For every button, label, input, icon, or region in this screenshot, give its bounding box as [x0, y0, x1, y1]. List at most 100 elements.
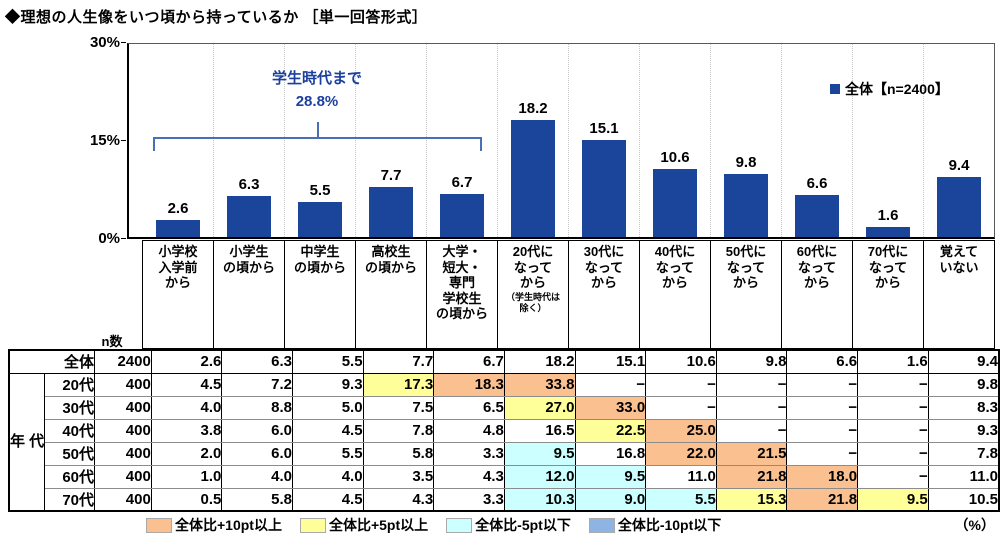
category-header-cell: 20代に なって から （学生時代は 除く） [497, 241, 568, 348]
category-label: 20代に なって から [512, 244, 554, 291]
table-cell: 6.6 [786, 349, 859, 374]
chart-column: 6.3 [213, 44, 284, 237]
table-cell: 18.2 [503, 349, 576, 374]
chart-column: 6.7 [426, 44, 497, 237]
category-label: 40代に なって から [654, 244, 696, 291]
table-row: 30代 400 4.0 8.8 5.0 7.5 6.5 27.0 33.0− − − −8.3 [9, 395, 1000, 420]
n-count-cell: 400 [94, 418, 152, 443]
table-cell: 21.8 [715, 464, 788, 489]
bar-value-label: 9.4 [948, 157, 970, 174]
table-cell: 10.5 [927, 487, 1000, 512]
bar [724, 174, 768, 237]
table-cell: 10.3 [503, 487, 576, 512]
table-cell: 25.0 [645, 418, 717, 443]
table-cell: 4.5 [291, 418, 364, 443]
table-cell: 4.3 [433, 464, 505, 489]
table-cell: 1.6 [857, 349, 929, 374]
table-cell: − [857, 395, 929, 420]
category-header-cell: 中学生 の頃から [284, 241, 355, 348]
table-cell: − [645, 372, 717, 397]
chart-column: 5.5 [284, 44, 355, 237]
table-cell: 33.8 [503, 372, 576, 397]
table-cell: 6.3 [221, 349, 293, 374]
category-label: 大学・ 短大・ 専門 学校生 の頃から [435, 244, 488, 322]
table-cell: 15.1 [574, 349, 647, 374]
y-tick-mark [121, 140, 126, 141]
n-count-cell: 2400 [94, 349, 152, 374]
chart-column: 18.2 [497, 44, 568, 237]
table-cell: 7.5 [362, 395, 435, 420]
data-table: 全体 2400 2.6 6.3 5.5 7.7 6.7 18.2 15.1 10.6 9.8 6.6 1… [8, 349, 1000, 512]
legend-item-label: 全体比+10pt以上 [175, 517, 282, 533]
table-cell: 21.8 [786, 487, 859, 512]
table-cell: 5.0 [291, 395, 364, 420]
annotation-line2: 28.8% [295, 93, 339, 110]
table-cell: 6.7 [433, 349, 505, 374]
y-tick-label: 15% [89, 132, 120, 149]
table-cell: − [715, 372, 788, 397]
category-header-cell: 覚えて いない [923, 241, 994, 348]
table-cell: − [857, 418, 929, 443]
row-group-label: 年 代 [8, 372, 46, 512]
row-label-total: 全体 [8, 349, 96, 374]
chart-column: 6.6 [781, 44, 852, 237]
chart-column: 9.4 [923, 44, 994, 237]
chart-columns: 2.6 6.3 5.5 7.7 6.7 18.2 15.1 10.6 9.8 6.6 1.6 9.4 [143, 44, 994, 237]
bar [866, 227, 910, 237]
table-cell: − [715, 395, 788, 420]
legend-item-label: 全体比-10pt以下 [617, 517, 722, 533]
n-count-cell: 400 [94, 395, 152, 420]
table-cell: 5.8 [362, 441, 435, 466]
table-cell: 9.5 [574, 464, 647, 489]
table-row: 60代 400 1.0 4.0 4.0 3.5 4.3 12.0 9.5 11.0 21.8 18.0… [9, 464, 1000, 489]
n-count-cell: 400 [94, 464, 152, 489]
table-cell: 9.8 [715, 349, 788, 374]
bar [227, 196, 271, 237]
row-label: 70代 [44, 487, 96, 512]
table-row: 年 代 20代 400 4.5 7.2 9.3 17.3 18.3 33.8− − − − −9.8 [8, 372, 1000, 512]
bar-value-label: 6.3 [238, 176, 260, 193]
table-cell: 17.3 [362, 372, 435, 397]
row-label: 60代 [44, 464, 96, 489]
table-cell: 11.0 [645, 464, 717, 489]
table-cell: 2.0 [150, 441, 223, 466]
bar-value-label: 18.2 [518, 100, 548, 117]
table-cell: 1.0 [150, 464, 223, 489]
table-cell: − [645, 395, 717, 420]
n-count-cell: 400 [94, 441, 152, 466]
bar [156, 220, 200, 237]
bar [369, 187, 413, 237]
legend-swatch-orange [146, 517, 172, 533]
chart-legend-label: 全体【n=2400】 [845, 81, 949, 97]
table-cell: 18.3 [433, 372, 505, 397]
bar-value-label: 7.7 [380, 167, 402, 184]
table-cell: 8.8 [221, 395, 293, 420]
bar [440, 194, 484, 237]
category-label: 60代に なって から [796, 244, 838, 291]
table-cell: 9.5 [503, 441, 576, 466]
category-sublabel: （学生時代は 除く） [505, 291, 560, 314]
table-cell: 11.0 [927, 464, 1000, 489]
table-cell: 3.3 [433, 441, 505, 466]
bracket-span-line [153, 137, 482, 151]
category-header-cell: 40代に なって から [639, 241, 710, 348]
table-cell: 4.3 [362, 487, 435, 512]
table-cell: 4.0 [221, 464, 293, 489]
bar-value-label: 6.6 [806, 175, 828, 192]
category-label: 中学生 の頃から [293, 244, 346, 275]
category-header-cell: 30代に なって から [568, 241, 639, 348]
bar-value-label: 1.6 [877, 207, 899, 224]
legend-item-label: 全体比+5pt以上 [328, 517, 429, 533]
page-title: ◆理想の人生像をいつ頃から持っているか ［単一回答形式］ [5, 9, 428, 26]
table-cell: − [857, 464, 929, 489]
category-label: 50代に なって から [725, 244, 767, 291]
bracket-annotation-text: 学生時代まで 28.8% [217, 67, 417, 113]
chart-column: 1.6 [852, 44, 923, 237]
table-cell: 3.3 [433, 487, 505, 512]
chart-column: 2.6 [143, 44, 213, 237]
category-header-cell: 小学生 の頃から [213, 241, 284, 348]
bar [298, 202, 342, 237]
table-cell: 4.0 [150, 395, 223, 420]
highlight-legend: 全体比+10pt以上 全体比+5pt以上 全体比-5pt以下 全体比-10pt以下 [146, 515, 721, 535]
